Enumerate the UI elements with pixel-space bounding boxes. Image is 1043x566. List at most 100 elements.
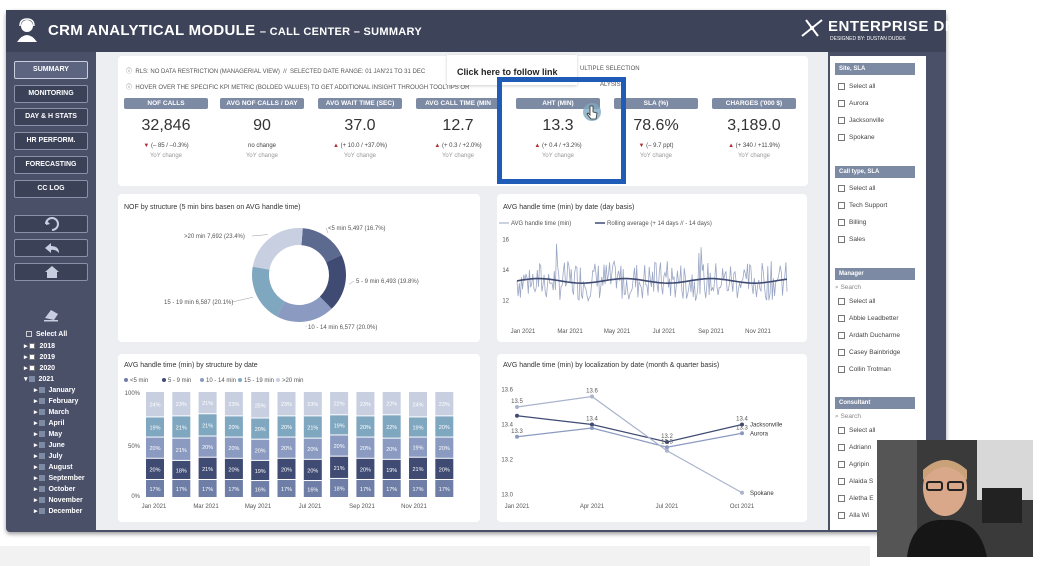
series-point[interactable] (665, 445, 669, 450)
site-item[interactable]: Jacksonville (838, 117, 884, 124)
kpi-value[interactable]: 32,846 (141, 117, 191, 134)
consultant-item[interactable]: Aletha E (838, 495, 874, 502)
bar-segment[interactable] (303, 459, 322, 481)
bar-segment[interactable] (303, 392, 322, 416)
consultant-item[interactable]: Adriann (838, 444, 871, 451)
kpi-value[interactable]: 90 (253, 117, 271, 134)
month-may[interactable]: ▸ May (34, 431, 63, 438)
bar-segment[interactable] (435, 392, 454, 416)
kpi-3[interactable]: AVG CALL TIME (MIN 12.7 ▲ (+ 0.3 / +2.0%) Y… (412, 98, 504, 180)
bar-segment[interactable] (251, 418, 270, 439)
checkbox[interactable] (838, 512, 845, 519)
bar-segment[interactable] (198, 479, 217, 497)
bar-segment[interactable] (172, 438, 191, 460)
kpi-value[interactable]: 12.7 (442, 117, 474, 134)
month-december[interactable]: ▸ December (34, 508, 83, 515)
bar-segment[interactable] (356, 479, 375, 497)
consultant-item[interactable]: Select all (838, 427, 875, 434)
kpi-0[interactable]: NOF CALLS 32,846 ▼ (– 85 / –0.3%) YoY chang… (120, 98, 212, 180)
series-point[interactable] (665, 448, 669, 453)
series-point[interactable] (740, 490, 744, 495)
bar-segment[interactable] (330, 392, 349, 415)
nav-hr-perform[interactable]: HR PERFORM. (14, 132, 88, 150)
bar-segment[interactable] (251, 439, 270, 460)
month-november[interactable]: ▸ November (34, 497, 83, 504)
series-point[interactable] (740, 422, 744, 427)
manager-search[interactable]: ⌕ Search (835, 284, 862, 291)
bar-segment[interactable] (172, 416, 191, 438)
bar-segment[interactable] (198, 457, 217, 479)
nav-cc-log[interactable]: CC LOG (14, 180, 88, 198)
bar-segment[interactable] (409, 457, 427, 479)
bar-segment[interactable] (356, 458, 375, 479)
bar-segment[interactable] (172, 479, 191, 497)
checkbox[interactable] (838, 315, 845, 322)
checkbox[interactable] (838, 461, 845, 468)
stacked-bar-chart[interactable]: <5 min 5 - 9 min 10 - 14 min 15 - 19 min >20… (118, 372, 480, 520)
checkbox[interactable] (838, 349, 845, 356)
bar-segment[interactable] (330, 478, 349, 497)
calltype-item[interactable]: Sales (838, 236, 865, 243)
site-item[interactable]: Select all (838, 83, 875, 90)
localization-line-chart[interactable]: 13.613.413.213.013.413.213.4Jacksonville… (497, 372, 807, 520)
bar-segment[interactable] (172, 392, 191, 416)
year-2018[interactable]: ▸ 2018 (24, 343, 56, 350)
daily-line-chart[interactable]: AVG handle time (min) Rolling average (+ … (497, 214, 807, 340)
kpi-value[interactable]: 13.3 (542, 117, 574, 134)
checkbox[interactable] (838, 444, 845, 451)
donut-slice[interactable] (319, 255, 346, 309)
bar-segment[interactable] (409, 437, 427, 457)
bar-segment[interactable] (303, 416, 322, 438)
bar-segment[interactable] (382, 415, 401, 438)
checkbox[interactable] (838, 332, 845, 339)
calltype-item[interactable]: Billing (838, 219, 866, 226)
month-june[interactable]: ▸ June (34, 442, 65, 449)
site-item[interactable]: Spokane (838, 134, 875, 141)
donut-slice[interactable] (252, 266, 285, 317)
bar-segment[interactable] (409, 417, 427, 437)
series-point[interactable] (590, 422, 594, 427)
bar-segment[interactable] (435, 458, 454, 479)
kpi-value[interactable]: 37.0 (344, 117, 376, 134)
back-button[interactable] (14, 239, 88, 257)
checkbox[interactable] (838, 366, 845, 373)
bar-segment[interactable] (224, 479, 243, 497)
site-item[interactable]: Aurora (838, 100, 869, 107)
bar-segment[interactable] (146, 392, 164, 417)
bar-segment[interactable] (146, 417, 164, 437)
bar-segment[interactable] (330, 415, 349, 435)
bar-segment[interactable] (409, 479, 427, 497)
nav-monitoring[interactable]: MONITORING (14, 85, 88, 103)
calltype-item[interactable]: Select all (838, 185, 875, 192)
checkbox[interactable] (838, 134, 845, 141)
bar-segment[interactable] (224, 392, 243, 416)
consultant-item[interactable]: Alaida S (838, 478, 873, 485)
month-march[interactable]: ▸ March (34, 409, 70, 416)
calltype-item[interactable]: Tech Support (838, 202, 887, 209)
nav-summary[interactable]: SUMMARY (14, 61, 88, 79)
kpi-2[interactable]: AVG WAIT TIME (SEC) 37.0 ▲ (+ 10.0 / +37.0… (314, 98, 406, 180)
series-point[interactable] (515, 405, 519, 409)
bar-segment[interactable] (224, 416, 243, 437)
series-point[interactable] (515, 434, 519, 439)
bar-segment[interactable] (303, 438, 322, 459)
checkbox[interactable] (838, 495, 845, 502)
consultant-search[interactable]: ⌕ Search (835, 413, 862, 420)
bar-segment[interactable] (356, 437, 375, 458)
manager-item[interactable]: Ardath Ducharme (838, 332, 900, 339)
manager-item[interactable]: Collin Trotman (838, 366, 891, 373)
donut-chart[interactable]: <5 min 5,497 (16.7%) 5 - 9 min 6,493 (19.… (118, 212, 480, 340)
manager-item[interactable]: Casey Bainbridge (838, 349, 900, 356)
checkbox[interactable] (838, 478, 845, 485)
bar-segment[interactable] (277, 458, 296, 479)
month-april[interactable]: ▸ April (34, 420, 65, 427)
checkbox[interactable] (838, 117, 845, 124)
bar-segment[interactable] (198, 436, 217, 457)
bar-segment[interactable] (277, 479, 296, 497)
donut-slice[interactable] (301, 228, 342, 263)
nav-day-h-stats[interactable]: DAY & H STATS (14, 108, 88, 126)
bar-segment[interactable] (303, 481, 322, 497)
manager-item[interactable]: Abbie Leadbetter (838, 315, 899, 322)
year-2021[interactable]: ▾ 2021 (24, 376, 55, 383)
checkbox[interactable] (838, 427, 845, 434)
